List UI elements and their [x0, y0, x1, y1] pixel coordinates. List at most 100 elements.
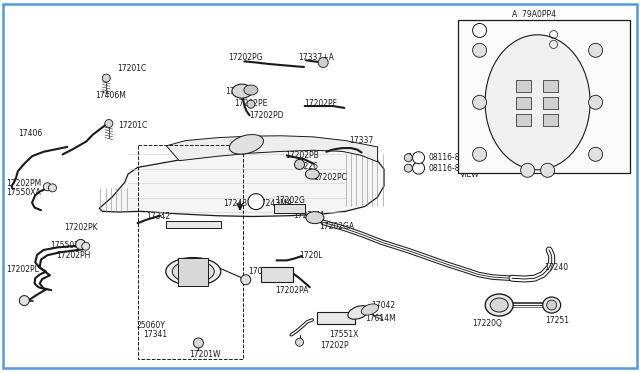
Circle shape	[404, 164, 412, 172]
Text: a: a	[552, 32, 555, 36]
Bar	[516, 114, 531, 126]
Ellipse shape	[362, 304, 378, 315]
Circle shape	[541, 163, 555, 177]
Text: 17202GA: 17202GA	[319, 222, 354, 231]
Circle shape	[589, 95, 603, 109]
Text: 08116-8162G: 08116-8162G	[429, 164, 481, 173]
Circle shape	[318, 58, 328, 67]
Circle shape	[472, 23, 486, 38]
Text: 08116-8162G: 08116-8162G	[429, 153, 481, 162]
Text: 17202PG: 17202PG	[228, 53, 262, 62]
Text: (1): (1)	[405, 153, 416, 162]
Bar	[179, 257, 208, 286]
Circle shape	[520, 163, 534, 177]
Text: 17014M: 17014M	[365, 314, 396, 323]
Bar	[543, 97, 557, 109]
Bar	[458, 20, 630, 173]
Text: 17342: 17342	[146, 212, 170, 221]
Circle shape	[193, 338, 204, 348]
Circle shape	[82, 242, 90, 250]
Text: B: B	[417, 166, 420, 171]
Circle shape	[294, 160, 305, 169]
Text: a: a	[526, 168, 529, 173]
Circle shape	[589, 43, 603, 57]
Text: 17550X: 17550X	[50, 241, 79, 250]
Circle shape	[472, 147, 486, 161]
Text: 17202PM: 17202PM	[6, 179, 42, 188]
Text: 17243M: 17243M	[223, 199, 253, 208]
Text: 17042: 17042	[371, 301, 396, 310]
Circle shape	[404, 154, 412, 162]
Text: A: A	[477, 28, 482, 33]
Text: a  ...17243M: a ...17243M	[517, 164, 564, 173]
Text: 17202PL: 17202PL	[6, 265, 39, 274]
Text: 1720L: 1720L	[300, 251, 323, 260]
Text: (1): (1)	[405, 164, 416, 173]
Bar	[317, 312, 355, 324]
Text: 17550XA: 17550XA	[6, 188, 41, 197]
Polygon shape	[99, 150, 384, 217]
Ellipse shape	[348, 306, 369, 319]
Circle shape	[248, 193, 264, 210]
Polygon shape	[372, 315, 383, 320]
Text: 17226: 17226	[294, 162, 319, 171]
Circle shape	[19, 296, 29, 305]
Ellipse shape	[547, 300, 557, 310]
Ellipse shape	[232, 84, 252, 98]
Circle shape	[49, 184, 56, 192]
Bar	[543, 114, 557, 126]
Text: a: a	[478, 100, 481, 105]
Text: 25060Y: 25060Y	[137, 321, 166, 330]
Text: 17406M: 17406M	[95, 92, 125, 100]
Text: 17202PF: 17202PF	[305, 99, 338, 108]
Text: A  79A0PP4: A 79A0PP4	[512, 10, 556, 19]
Circle shape	[413, 152, 424, 164]
Text: 17201C: 17201C	[117, 64, 147, 73]
Text: VIEW: VIEW	[460, 170, 479, 179]
Text: ...17243MA: ...17243MA	[566, 42, 601, 47]
Bar	[516, 80, 531, 92]
Bar	[261, 267, 293, 282]
Text: 17202PC: 17202PC	[314, 173, 348, 182]
Text: b: b	[552, 42, 555, 46]
Ellipse shape	[305, 169, 319, 179]
Text: A: A	[253, 199, 259, 205]
Text: 17202P: 17202P	[320, 341, 349, 350]
Text: a: a	[478, 152, 481, 157]
Bar	[274, 204, 305, 213]
Text: b: b	[594, 100, 597, 105]
Text: 17202PA: 17202PA	[275, 286, 308, 295]
Text: b: b	[557, 42, 561, 47]
Circle shape	[247, 100, 255, 108]
Ellipse shape	[306, 212, 324, 224]
Text: b: b	[594, 152, 597, 157]
Bar	[516, 97, 531, 109]
Text: 17202PD: 17202PD	[250, 111, 284, 120]
Text: 17201C: 17201C	[118, 121, 148, 130]
Polygon shape	[166, 136, 378, 162]
Text: 17228M: 17228M	[293, 211, 324, 219]
Text: 17013N: 17013N	[248, 267, 278, 276]
Text: b: b	[594, 48, 597, 53]
Circle shape	[241, 275, 251, 285]
Circle shape	[589, 147, 603, 161]
Circle shape	[296, 338, 303, 346]
Text: 17370: 17370	[225, 87, 250, 96]
Bar	[166, 221, 221, 228]
Text: B: B	[417, 155, 420, 160]
Ellipse shape	[485, 294, 513, 316]
Ellipse shape	[490, 298, 508, 312]
Ellipse shape	[172, 260, 214, 283]
Text: a: a	[478, 48, 481, 53]
Ellipse shape	[166, 257, 221, 286]
Ellipse shape	[485, 35, 590, 170]
Text: 17341: 17341	[143, 330, 168, 339]
Text: B: B	[417, 164, 422, 173]
Bar	[138, 145, 243, 359]
Text: 17406: 17406	[18, 129, 42, 138]
Circle shape	[76, 240, 86, 249]
Text: 17202PE: 17202PE	[234, 99, 268, 108]
Ellipse shape	[543, 297, 561, 313]
Text: 17202PK: 17202PK	[64, 223, 98, 232]
Text: 17240: 17240	[544, 263, 568, 272]
